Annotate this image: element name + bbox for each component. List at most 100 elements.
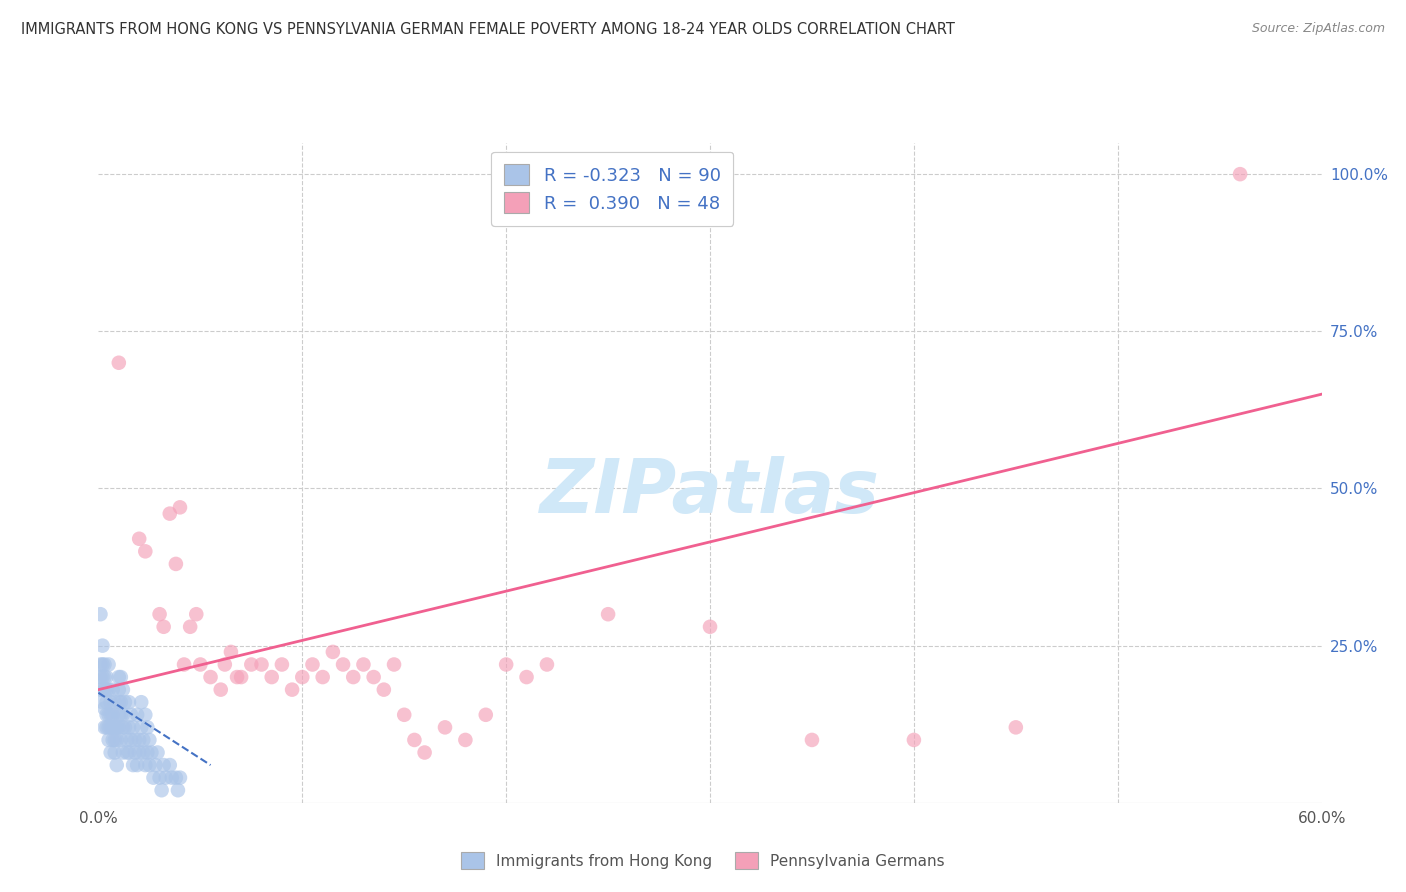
Point (1229, 167, 1251, 181)
Legend: R = -0.323   N = 90, R =  0.390   N = 48: R = -0.323 N = 90, R = 0.390 N = 48 (491, 152, 733, 226)
Point (91, 639, 114, 653)
Point (260, 670, 283, 684)
Point (101, 733, 124, 747)
Point (536, 657, 558, 672)
Point (101, 707, 124, 722)
Point (128, 733, 150, 747)
Point (516, 670, 538, 684)
Point (122, 720, 145, 734)
Point (454, 733, 477, 747)
Point (96, 695, 118, 709)
Point (301, 657, 323, 672)
Point (96, 720, 118, 734)
Point (100, 720, 122, 734)
Point (100, 707, 122, 722)
Point (111, 720, 134, 734)
Point (122, 758, 145, 772)
Point (118, 746, 141, 760)
Point (291, 670, 314, 684)
Point (134, 758, 156, 772)
Point (91, 657, 114, 672)
Point (128, 532, 150, 546)
Point (111, 746, 134, 760)
Point (373, 682, 395, 697)
Point (108, 356, 131, 370)
Point (474, 707, 498, 722)
Point (169, 500, 191, 515)
Point (132, 733, 155, 747)
Point (141, 746, 163, 760)
Point (127, 758, 149, 772)
Point (179, 620, 201, 634)
Point (104, 746, 127, 760)
Point (173, 657, 195, 672)
Point (132, 746, 155, 760)
Point (91, 670, 114, 684)
Point (250, 657, 273, 672)
Point (93, 657, 115, 672)
Point (93, 682, 115, 697)
Point (801, 733, 824, 747)
Point (108, 695, 131, 709)
Point (110, 695, 132, 709)
Point (97, 720, 120, 734)
Point (312, 670, 335, 684)
Point (903, 733, 925, 747)
Point (219, 645, 242, 659)
Point (108, 707, 131, 722)
Point (101, 720, 124, 734)
Point (97, 682, 120, 697)
Point (155, 771, 177, 785)
Point (96, 682, 118, 697)
Point (111, 707, 134, 722)
Point (100, 746, 122, 760)
Point (159, 758, 181, 772)
Point (120, 707, 142, 722)
Point (104, 720, 127, 734)
Point (165, 557, 187, 571)
Point (167, 783, 190, 797)
Point (1004, 720, 1026, 734)
Point (114, 720, 136, 734)
Point (598, 607, 620, 622)
Point (108, 720, 131, 734)
Point (495, 657, 517, 672)
Point (89, 670, 111, 684)
Point (97, 733, 120, 747)
Point (89, 657, 111, 672)
Point (209, 682, 232, 697)
Point (108, 670, 131, 684)
Point (159, 507, 181, 521)
Point (124, 733, 146, 747)
Text: Source: ZipAtlas.com: Source: ZipAtlas.com (1251, 22, 1385, 36)
Point (93, 670, 115, 684)
Point (128, 746, 150, 760)
Point (226, 670, 249, 684)
Point (322, 645, 344, 659)
Point (96, 670, 118, 684)
Point (105, 758, 128, 772)
Point (332, 657, 354, 672)
Point (114, 695, 136, 709)
Point (108, 682, 131, 697)
Point (138, 733, 160, 747)
Point (127, 707, 149, 722)
Point (270, 657, 294, 672)
Point (89, 682, 111, 697)
Point (110, 670, 132, 684)
Point (110, 733, 132, 747)
Point (352, 657, 374, 672)
Point (214, 657, 236, 672)
Point (115, 746, 138, 760)
Text: ZIPatlas: ZIPatlas (540, 456, 880, 529)
Point (97, 657, 120, 672)
Point (699, 620, 721, 634)
Point (105, 720, 128, 734)
Point (342, 670, 364, 684)
Point (169, 771, 191, 785)
Point (96, 707, 118, 722)
Point (100, 695, 122, 709)
Point (134, 544, 156, 558)
Point (145, 758, 167, 772)
Point (392, 707, 416, 722)
